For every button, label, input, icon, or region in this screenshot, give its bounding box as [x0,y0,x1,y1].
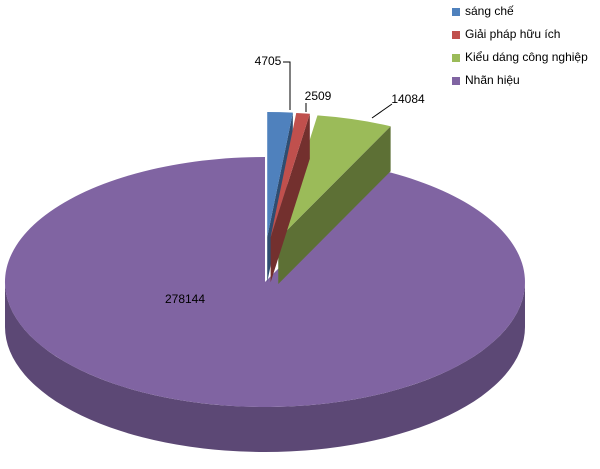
legend-label: Nhãn hiệu [465,73,520,87]
slice-face [278,126,391,285]
slice [270,112,310,238]
data-label: 278144 [165,292,205,306]
data-label: 4705 [255,54,282,68]
legend-swatch [452,8,460,16]
legend-swatch [452,31,460,39]
slice-face [270,113,310,283]
legend-label: sáng chế [465,4,514,18]
leader-line [283,61,291,110]
leader-line [371,103,393,119]
slice-side [5,282,525,452]
legend-label: Giải pháp hữu ích [465,27,560,41]
data-label: 2509 [305,89,332,103]
legend-swatch [452,54,460,62]
slice [267,112,293,238]
slice [4,157,525,407]
legend-label: Kiểu dáng công nghiệp [465,50,588,64]
data-label: 14084 [391,92,425,106]
legend-swatch [452,77,460,85]
slice [278,115,391,239]
